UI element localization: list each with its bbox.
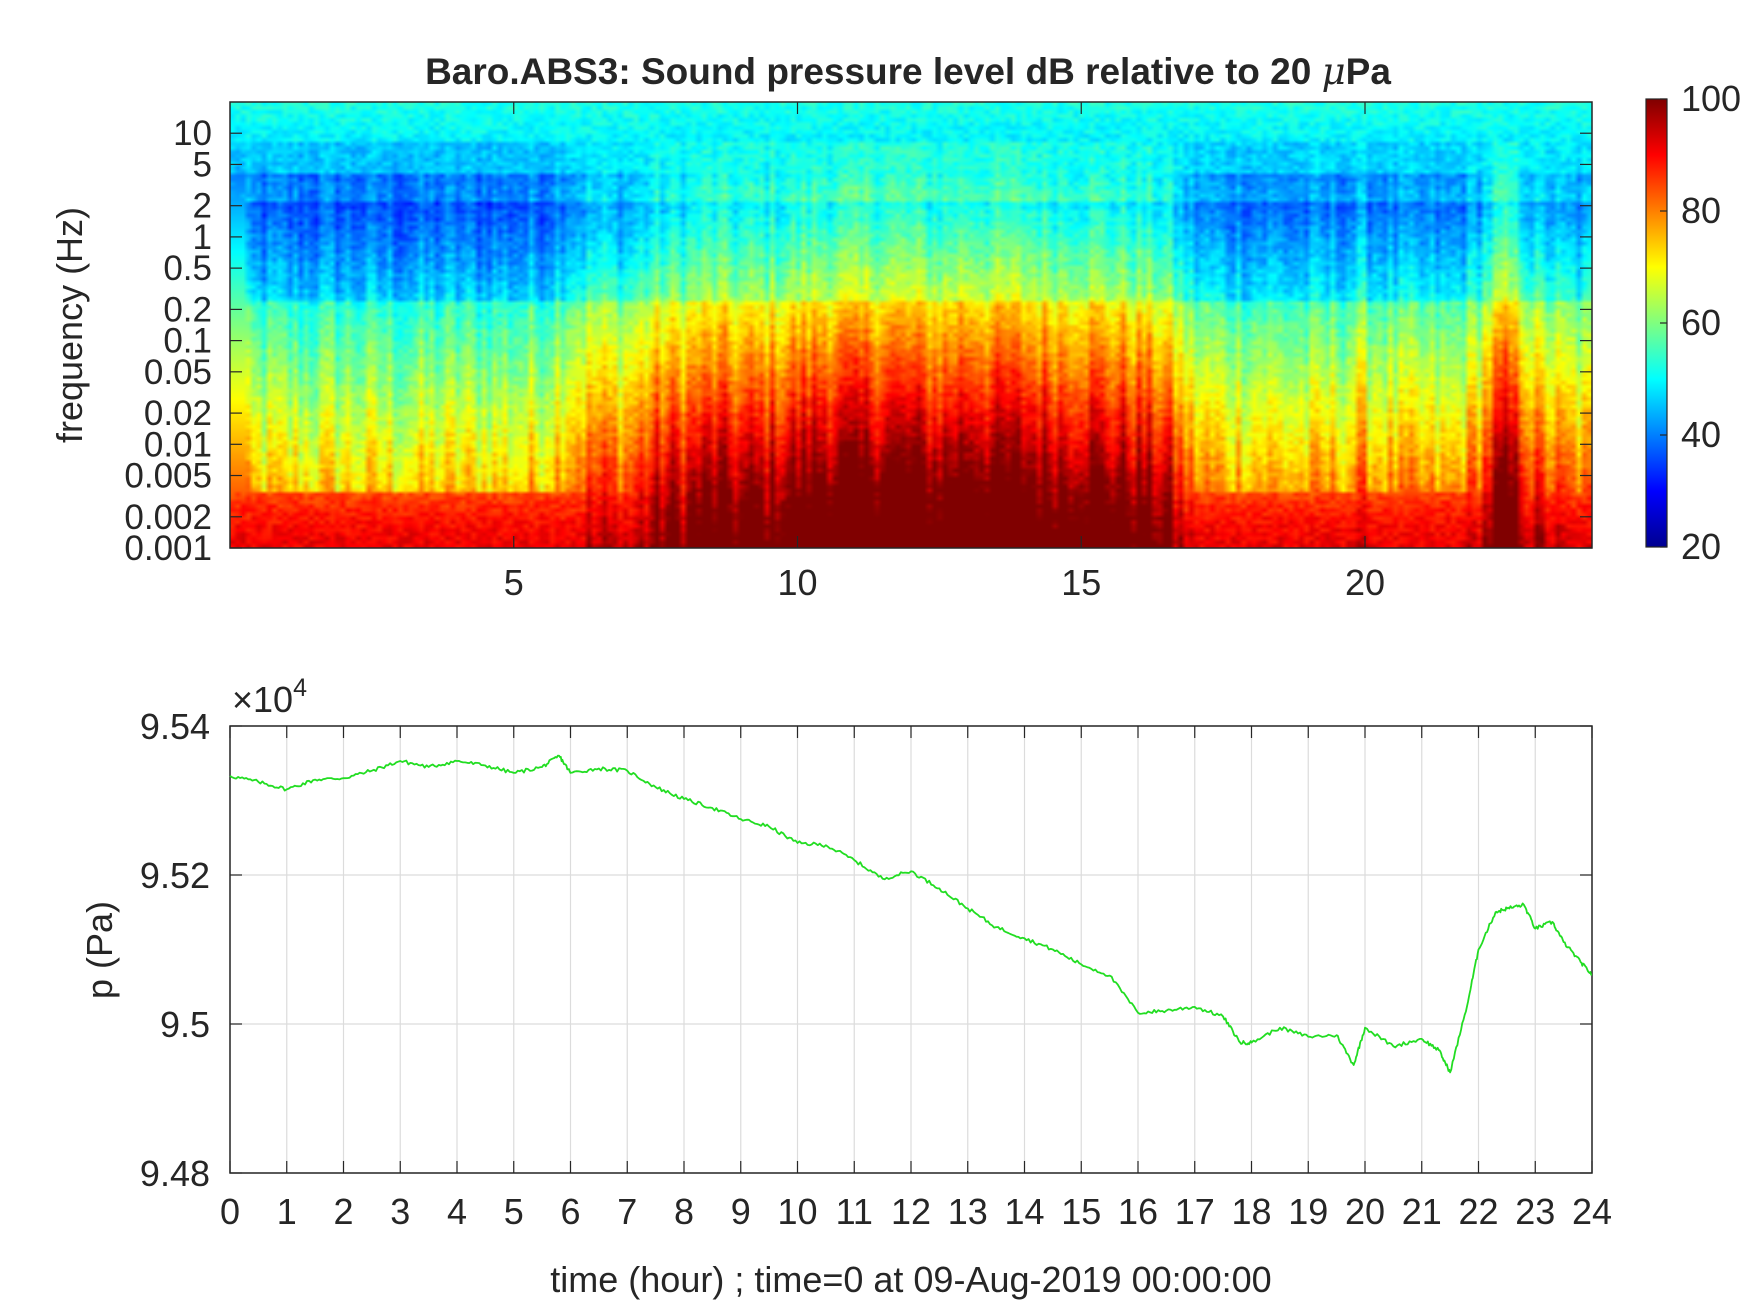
pressure-x-tick-label: 15	[1061, 1191, 1101, 1232]
spectrogram-y-tick-label: 0.002	[124, 498, 212, 537]
spectrogram-heatmap	[230, 102, 1592, 548]
spectrogram-y-tick-label: 0.005	[124, 457, 212, 496]
spectrogram-y-tick-label: 10	[173, 114, 212, 153]
spectrogram-y-tick-label: 0.001	[124, 529, 212, 568]
pressure-x-tick-label: 23	[1515, 1191, 1555, 1232]
spectrogram-image	[230, 102, 1592, 548]
pressure-x-tick-label: 21	[1402, 1191, 1442, 1232]
pressure-y-tick-label: 9.54	[140, 706, 210, 747]
spectrogram-y-tick-label: 0.02	[144, 394, 212, 433]
pressure-x-axis-label: time (hour) ; time=0 at 09-Aug-2019 00:0…	[550, 1259, 1271, 1300]
pressure-y-tick-label: 9.52	[140, 855, 210, 896]
spectrogram-x-tick-label: 20	[1345, 562, 1385, 603]
spectrogram-y-tick-label: 0.2	[163, 290, 212, 329]
pressure-x-tick-label: 14	[1004, 1191, 1044, 1232]
pressure-x-tick-label: 24	[1572, 1191, 1612, 1232]
spectrogram-ticks	[230, 102, 1592, 549]
pressure-x-tick-label: 8	[674, 1191, 694, 1232]
spectrogram-y-tick-label: 0.01	[144, 425, 212, 464]
spectrogram-x-tick-labels: 5 10 15 20	[504, 562, 1385, 603]
pressure-x-tick-label: 19	[1288, 1191, 1328, 1232]
spectrogram-y-tick-label: 0.05	[144, 353, 212, 392]
pressure-x-tick-label: 0	[220, 1191, 240, 1232]
spectrogram-x-tick-label: 15	[1061, 562, 1101, 603]
pressure-x-tick-label: 18	[1231, 1191, 1271, 1232]
colorbar-ticks: 20 40 60 80 100	[1660, 78, 1741, 567]
colorbar-tick-label: 40	[1681, 414, 1721, 455]
pressure-y-tick-labels: 9.48 9.5 9.52 9.54	[140, 706, 210, 1194]
pressure-y-tick-label: 9.48	[140, 1153, 210, 1194]
pressure-x-tick-label: 11	[836, 1191, 873, 1232]
pressure-x-tick-label: 22	[1458, 1191, 1498, 1232]
pressure-y-axis-label: p (Pa)	[79, 901, 120, 999]
pressure-x-tick-label: 10	[777, 1191, 817, 1232]
pressure-x-tick-label: 20	[1345, 1191, 1385, 1232]
pressure-x-tick-label: 4	[447, 1191, 467, 1232]
spectrogram-axes-box	[229, 101, 1593, 549]
pressure-ticks	[229, 725, 1593, 1174]
spectrogram-x-tick-label: 10	[777, 562, 817, 603]
colorbar-tick-label: 80	[1681, 190, 1721, 231]
pressure-y-tick-label: 9.5	[160, 1004, 210, 1045]
spectrogram-y-tick-label: 0.1	[163, 322, 212, 361]
pressure-x-tick-label: 13	[948, 1191, 988, 1232]
spectrogram-y-tick-label: 2	[193, 187, 212, 226]
colorbar-tick-label: 60	[1681, 302, 1721, 343]
colorbar-tick-label: 20	[1681, 526, 1721, 567]
pressure-x-tick-label: 12	[891, 1191, 931, 1232]
spectrogram-y-tick-label: 0.5	[163, 249, 212, 288]
pressure-x-tick-label: 16	[1118, 1191, 1158, 1232]
pressure-x-tick-label: 7	[617, 1191, 637, 1232]
pressure-x-tick-labels: 0 1 2 3 4 5 6 7 8 9 10 11 12 13 14 15 16 17 18 19 20 21 22 23 24	[220, 1191, 1612, 1232]
pressure-x-tick-label: 9	[731, 1191, 751, 1232]
pressure-x-tick-label: 1	[277, 1191, 297, 1232]
pressure-y-exponent: ×104	[232, 674, 307, 720]
pressure-x-tick-label: 6	[560, 1191, 580, 1232]
spectrogram-y-tick-labels: 0.0010.0020.0050.010.020.050.10.20.51251…	[124, 114, 212, 568]
spectrogram-title: Baro.ABS3: Sound pressure level dB relat…	[425, 50, 1391, 93]
pressure-series-line	[229, 754, 1593, 1074]
spectrogram-y-axis-label: frequency (Hz)	[49, 207, 90, 443]
pressure-x-tick-label: 3	[390, 1191, 410, 1232]
spectrogram-y-tick-label: 5	[193, 145, 212, 184]
pressure-x-tick-label: 17	[1175, 1191, 1215, 1232]
pressure-x-tick-label: 5	[504, 1191, 524, 1232]
spectrogram-x-tick-label: 5	[504, 562, 524, 603]
colorbar-tick-label: 100	[1681, 78, 1741, 119]
spectrogram-y-tick-label: 1	[193, 218, 212, 257]
pressure-x-tick-label: 2	[333, 1191, 353, 1232]
